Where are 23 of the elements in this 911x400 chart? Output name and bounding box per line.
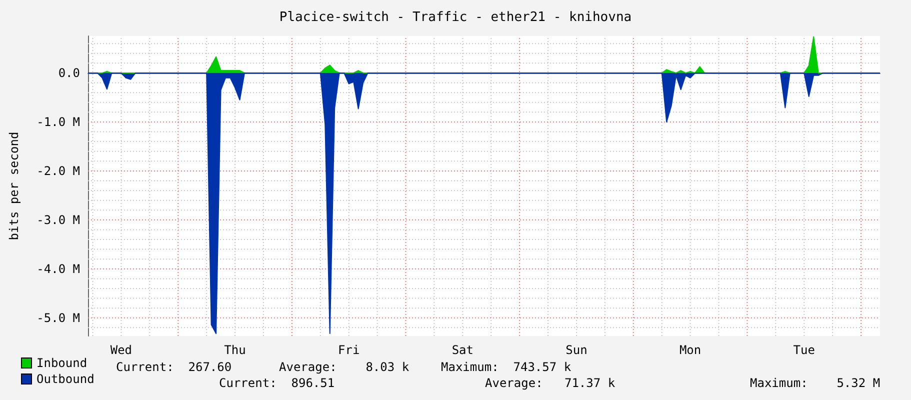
x-tick-label: Tue	[793, 343, 815, 357]
x-tick-label: Thu	[224, 343, 246, 357]
y-tick-label: -3.0 M	[36, 212, 80, 227]
text: Maximum: 5.32 M	[750, 376, 880, 390]
x-tick-label: Sat	[452, 343, 474, 357]
text: Maximum: 743.57 k	[441, 360, 572, 374]
y-tick-label: -1.0 M	[36, 114, 80, 129]
y-tick-label: 0.0	[58, 66, 80, 80]
y-axis-title: bits per second	[7, 132, 21, 240]
text: Average: 8.03 k	[279, 360, 410, 374]
text: Current: 896.51	[219, 376, 335, 390]
x-tick-label: Wed	[110, 343, 132, 357]
text: Average: 71.37 k	[485, 376, 616, 390]
y-tick-label: -4.0 M	[36, 262, 80, 276]
x-tick-label: Fri	[338, 343, 360, 357]
y-tick-label: -5.0 M	[36, 310, 80, 325]
legend-label: Inbound	[36, 356, 88, 370]
text: Current: 267.60	[116, 360, 232, 374]
legend-label: Outbound	[36, 372, 94, 386]
x-tick-label: Mon	[679, 343, 702, 357]
x-tick-label: Sun	[566, 343, 588, 357]
chart-title: Placice-switch - Traffic - ether21 - knihovna	[279, 10, 632, 25]
y-tick-label: -2.0 M	[36, 164, 80, 178]
